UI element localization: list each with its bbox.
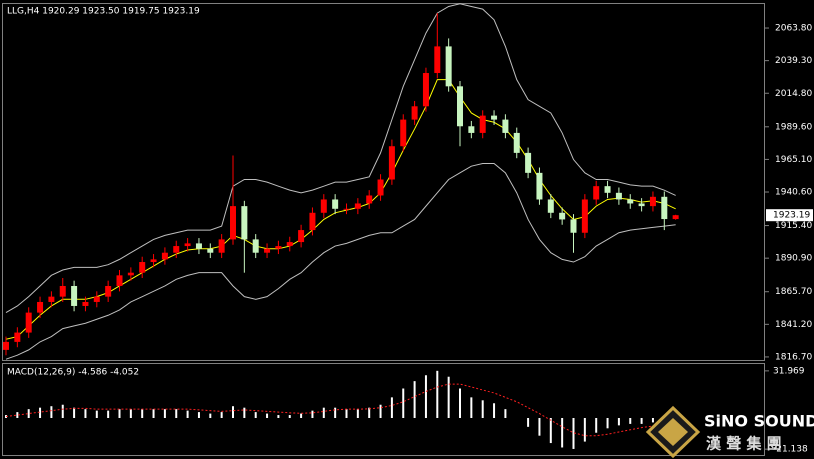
y-tick-label: 1965.10 <box>775 155 812 165</box>
candle-body <box>93 296 100 302</box>
candle-body <box>434 46 441 74</box>
candle-body <box>184 243 191 247</box>
y-tick-label: 1865.70 <box>775 287 812 297</box>
candle-body <box>354 203 361 209</box>
y-tick-label: 2063.80 <box>775 24 812 34</box>
candle-body <box>241 206 248 240</box>
y-tick-label: 1841.20 <box>775 320 812 330</box>
candle-body <box>252 239 259 253</box>
moving-average <box>5 79 676 340</box>
candle-body <box>649 196 656 207</box>
y-tick-label: 1940.60 <box>775 188 812 198</box>
candle-body <box>479 115 486 133</box>
candle-body <box>525 152 532 173</box>
candle-body <box>207 248 214 253</box>
candle-body <box>71 285 78 306</box>
candle-body <box>581 199 588 233</box>
candle-body <box>173 246 180 253</box>
candle-body <box>491 115 498 120</box>
candle-body <box>298 230 305 243</box>
candle-body <box>638 203 645 207</box>
candle-body <box>343 208 350 210</box>
candle-body <box>230 206 236 240</box>
candle-body <box>82 301 89 306</box>
y-tick-label: 1915.40 <box>775 221 812 231</box>
candle-body <box>264 248 271 253</box>
candle-body <box>105 285 112 297</box>
candle-body <box>14 332 21 342</box>
y-tick-label: 1816.70 <box>775 352 812 362</box>
candle-body <box>445 46 452 87</box>
candle-body <box>536 172 543 200</box>
candle-body <box>37 301 44 313</box>
candle-body <box>161 252 168 260</box>
candle-body <box>320 199 327 213</box>
candle-body <box>309 212 316 231</box>
candle-body <box>195 243 202 249</box>
candle-body <box>604 186 611 193</box>
candle-body <box>218 239 225 253</box>
candle-body <box>3 341 9 350</box>
candle-body <box>502 119 509 133</box>
macd-signal <box>5 383 676 437</box>
candle-body <box>547 199 554 213</box>
candle-body <box>457 86 463 127</box>
price-label: 1923.19 <box>773 211 810 221</box>
macd-label: MACD(12,26,9) -4.586 -4.052 <box>7 368 139 378</box>
candle-body <box>468 126 475 133</box>
candle-body <box>59 285 66 297</box>
candle-body <box>661 196 668 220</box>
candle-body <box>332 199 339 209</box>
y-tick-label: 1989.60 <box>775 122 812 132</box>
candle-body <box>275 246 282 249</box>
logo-name: SiNO SOUND <box>704 412 814 431</box>
candle-body <box>25 312 32 333</box>
candle-body <box>366 195 373 204</box>
candle-body <box>513 132 520 153</box>
candle-body <box>615 192 622 200</box>
logo-core <box>658 418 688 446</box>
y-tick-label: 1890.90 <box>775 254 812 264</box>
candle-body <box>139 262 146 273</box>
band-lower <box>5 163 676 360</box>
candle-body <box>593 186 600 200</box>
macd-frame <box>2 363 765 456</box>
candle-body <box>400 119 407 147</box>
logo-subtitle: 漢 聲 集 團 <box>706 435 782 453</box>
y-tick-label: 2039.30 <box>775 56 812 66</box>
candle-body <box>286 242 293 247</box>
candle-body <box>570 219 577 233</box>
y-tick-label: 2014.80 <box>775 89 812 99</box>
chart-title: LLG,H4 1920.29 1923.50 1919.75 1923.19 <box>7 7 200 17</box>
candle-body <box>422 73 429 107</box>
candle-body <box>627 199 634 204</box>
band-upper <box>5 3 676 314</box>
candle-body <box>388 146 395 180</box>
candle-body <box>672 215 679 220</box>
candle-body <box>48 296 55 302</box>
candle-body <box>377 179 384 196</box>
candle-body <box>150 259 157 263</box>
candle-body <box>127 272 134 276</box>
main-frame <box>2 3 765 361</box>
macd-y-tick-label: 31.969 <box>773 366 805 376</box>
candle-body <box>116 275 123 286</box>
candle-body <box>411 106 418 120</box>
candle-body <box>559 212 566 220</box>
price-label-box <box>766 209 813 222</box>
macd-y-tick-label: -21.138 <box>773 445 808 455</box>
